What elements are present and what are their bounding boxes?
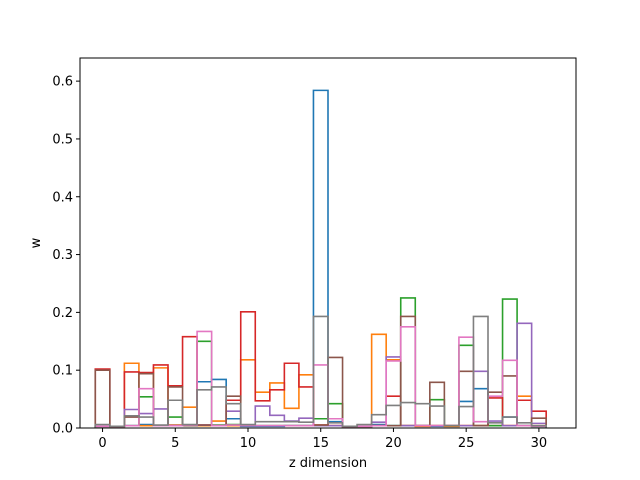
x-tick-label: 20 xyxy=(385,436,402,451)
y-tick-label: 0.0 xyxy=(52,422,73,437)
y-axis: 0.0 0.1 0.2 0.3 0.4 0.5 0.6 xyxy=(52,75,80,437)
y-tick-label: 0.3 xyxy=(52,248,73,263)
x-tick-label: 30 xyxy=(531,436,548,451)
x-axis-label: z dimension xyxy=(289,456,367,471)
x-tick-label: 15 xyxy=(312,436,329,451)
x-tick-label: 10 xyxy=(240,436,257,451)
y-tick-label: 0.2 xyxy=(52,306,73,321)
y-axis-label: w xyxy=(29,237,44,248)
series-8-histogram xyxy=(94,315,547,428)
y-tick-label: 0.5 xyxy=(52,132,73,147)
y-tick-label: 0.6 xyxy=(52,75,73,90)
x-tick-label: 0 xyxy=(98,436,106,451)
x-axis: 0 5 10 15 20 25 30 xyxy=(98,428,547,451)
x-tick-label: 25 xyxy=(458,436,475,451)
plot-frame xyxy=(79,57,577,429)
x-tick-label: 5 xyxy=(171,436,179,451)
series-layer xyxy=(94,89,547,428)
y-tick-label: 0.1 xyxy=(52,364,73,379)
y-tick-label: 0.4 xyxy=(52,190,73,205)
